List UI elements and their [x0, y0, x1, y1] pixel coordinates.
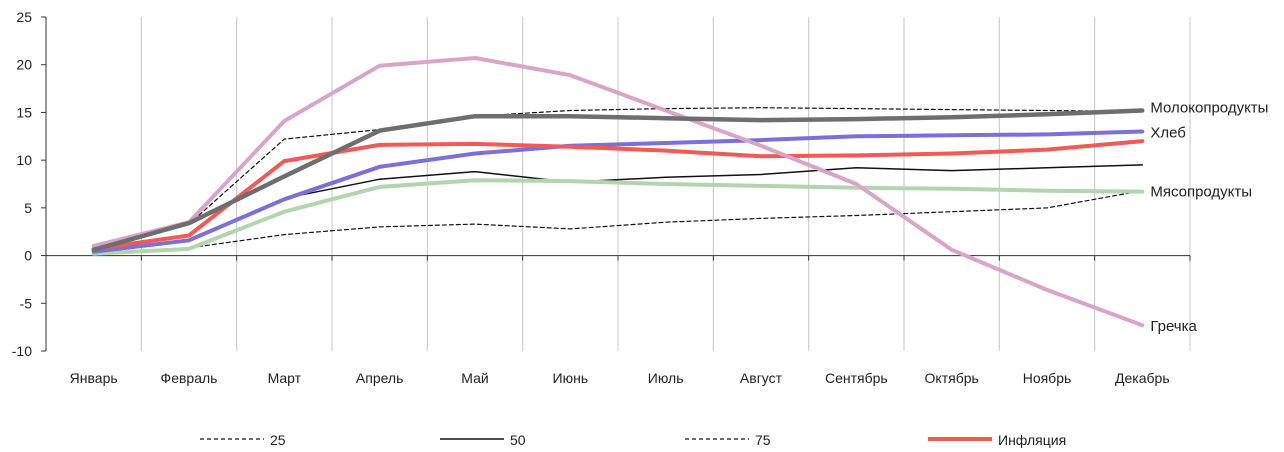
- y-tick-label: -10: [12, 343, 32, 359]
- x-tick-label: Май: [461, 370, 488, 386]
- x-tick-label: Декабрь: [1115, 370, 1170, 386]
- y-tick-label: 0: [24, 248, 32, 264]
- x-tick-label: Август: [740, 370, 783, 386]
- series-line-p75: [93, 107, 1143, 251]
- x-tick-label: Январь: [70, 370, 118, 386]
- series-line-inflation: [91, 139, 1145, 251]
- y-tick-label: 5: [24, 200, 32, 216]
- series-label-dairy: Молокопродукты: [1150, 100, 1268, 117]
- series-line-meat: [91, 178, 1145, 256]
- y-tick-label: 15: [16, 104, 32, 120]
- x-tick-label: Ноябрь: [1023, 370, 1072, 386]
- x-tick-label: Сентябрь: [825, 370, 888, 386]
- x-tick-label: Февраль: [161, 370, 218, 386]
- x-tick-label: Март: [268, 370, 302, 386]
- series-label-buckwheat: Гречка: [1150, 318, 1197, 335]
- series-labels: Мясопродукты Хлеб Гречка Молокопродукты: [1150, 100, 1268, 336]
- axes: -10 -5 0 5 10 15 20 25 Январь Февраль Март Апрель Ма…: [12, 9, 1191, 386]
- legend-label-inflation: Инфляция: [998, 432, 1066, 448]
- x-tick-label: Июнь: [553, 370, 589, 386]
- y-tick-label: 10: [16, 152, 32, 168]
- series-line-buckwheat: [91, 56, 1145, 328]
- y-tick-label: -5: [20, 295, 33, 311]
- y-tick-label: 25: [16, 9, 32, 25]
- series-line-bread: [91, 129, 1145, 254]
- series-lines: [91, 56, 1145, 328]
- x-tick-label: Июль: [648, 370, 684, 386]
- x-tick-label: Апрель: [356, 370, 404, 386]
- series-line-dairy: [91, 108, 1145, 253]
- series-label-bread: Хлеб: [1150, 125, 1186, 142]
- legend: 25 50 75 Инфляция: [200, 432, 1066, 448]
- legend-label-p25: 25: [270, 432, 286, 448]
- series-line-p25: [93, 190, 1143, 254]
- x-tick-label: Октябрь: [925, 370, 979, 386]
- series-label-meat: Мясопродукты: [1150, 184, 1252, 201]
- legend-label-p50: 50: [510, 432, 526, 448]
- y-tick-label: 20: [16, 57, 32, 73]
- legend-label-p75: 75: [755, 432, 771, 448]
